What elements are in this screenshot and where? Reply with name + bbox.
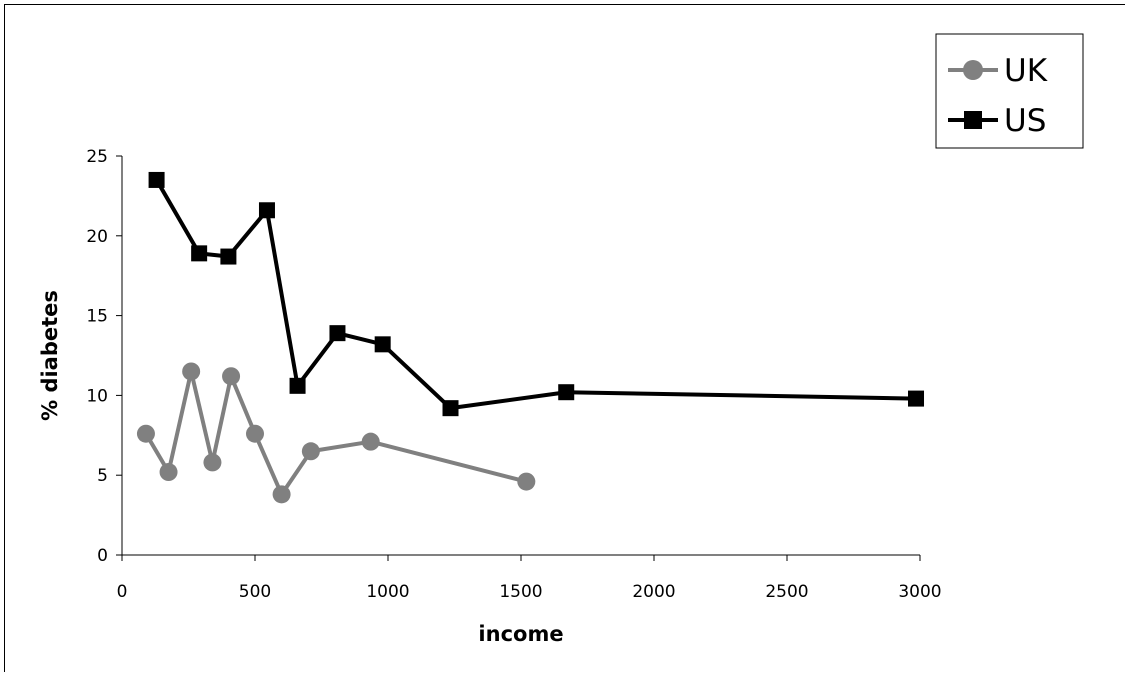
data-point-uk (203, 453, 222, 472)
chart-axes: 0 5 10 15 20 25 0 500 1000 1500 2000 2500 3000 (86, 147, 941, 602)
x-tick-label: 2500 (765, 582, 808, 602)
data-point-uk (301, 442, 320, 461)
y-tick-label: 5 (97, 466, 108, 486)
series-line-us (154, 178, 917, 411)
data-point-us (374, 336, 391, 353)
legend-marker-us (964, 111, 982, 129)
data-point-uk (136, 424, 155, 443)
series-line-uk (144, 369, 527, 497)
data-point-uk (246, 424, 264, 443)
x-tick-label: 0 (117, 582, 128, 602)
data-point-us (258, 202, 275, 219)
data-point-us (442, 400, 459, 417)
y-tick-label: 25 (86, 147, 108, 167)
data-point-uk (222, 367, 241, 386)
legend-marker-uk (963, 60, 983, 80)
data-point-us (220, 248, 237, 265)
chart-frame (4, 4, 1125, 672)
data-point-us (191, 245, 208, 262)
chart-legend: UK US (935, 33, 1084, 149)
data-point-us (148, 171, 165, 188)
data-point-uk (272, 485, 291, 504)
x-tick-label: 1000 (366, 582, 409, 602)
legend-label-uk: UK (1004, 53, 1048, 89)
y-tick-label: 15 (86, 307, 108, 327)
y-tick-label: 20 (86, 227, 108, 247)
data-point-us (329, 325, 346, 342)
y-tick-label: 0 (97, 546, 108, 566)
data-point-us (289, 377, 306, 394)
data-point-us (908, 390, 925, 407)
x-tick-label: 2000 (632, 582, 675, 602)
data-point-uk (182, 362, 201, 381)
chart-series (136, 171, 925, 504)
y-tick-label: 10 (86, 386, 108, 406)
x-tick-label: 1500 (499, 582, 542, 602)
data-point-uk (517, 472, 536, 491)
data-point-uk (159, 463, 178, 482)
legend-box (935, 33, 1084, 149)
data-point-us (558, 384, 575, 401)
legend-label-us: US (1004, 103, 1046, 139)
x-tick-label: 500 (239, 582, 271, 602)
y-axis-title: % diabetes (38, 290, 62, 421)
x-axis-title: income (478, 622, 563, 646)
data-point-uk (361, 432, 380, 451)
x-tick-label: 3000 (898, 582, 941, 602)
